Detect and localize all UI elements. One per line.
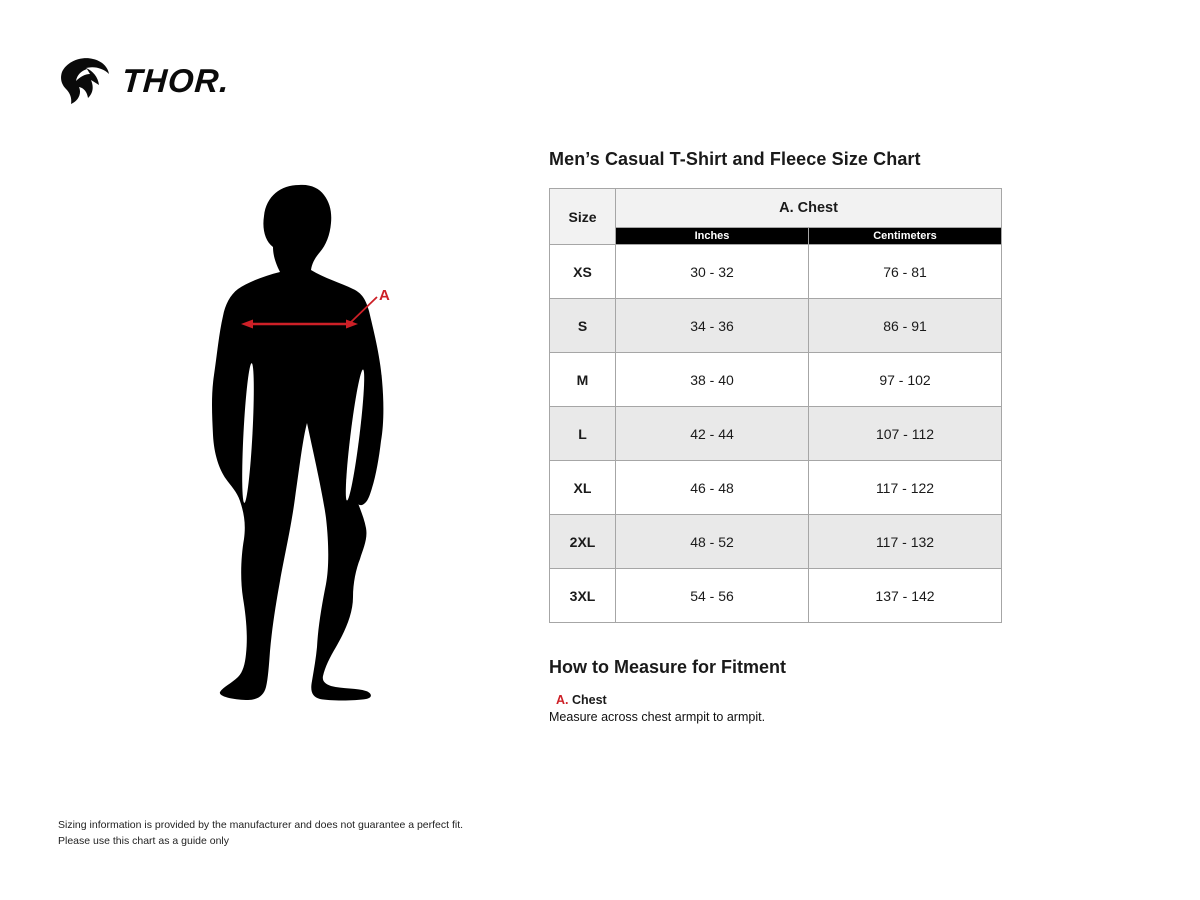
- centimeters-unit-header: Centimeters: [807, 227, 1003, 245]
- table-row: L 42 - 44 107 - 112: [549, 406, 1003, 461]
- chest-measure-arrow: [241, 296, 378, 329]
- table-row: S 34 - 36 86 - 91: [549, 298, 1003, 353]
- disclaimer-line-2: Please use this chart as a guide only: [58, 834, 230, 847]
- inches-cell: 34 - 36: [615, 298, 809, 353]
- centimeters-cell: 97 - 102: [807, 352, 1003, 407]
- thor-wordmark: THOR.: [120, 62, 232, 99]
- chest-group-header: A. Chest: [614, 188, 1003, 228]
- table-row: XS 30 - 32 76 - 81: [549, 244, 1003, 299]
- thor-logo: THOR.: [58, 57, 232, 105]
- centimeters-cell: 137 - 142: [807, 568, 1003, 623]
- chest-measure-label: A: [379, 287, 390, 304]
- measure-item-name: Chest: [571, 693, 607, 707]
- left-arm-gap: [242, 363, 254, 503]
- table-row: 3XL 54 - 56 137 - 142: [549, 568, 1003, 623]
- right-arm-gap: [345, 369, 365, 501]
- size-cell: S: [549, 298, 616, 353]
- size-cell: 2XL: [549, 514, 616, 569]
- inches-cell: 30 - 32: [615, 244, 809, 299]
- table-row: 2XL 48 - 52 117 - 132: [549, 514, 1003, 569]
- size-cell: L: [549, 406, 616, 461]
- centimeters-cell: 107 - 112: [807, 406, 1003, 461]
- size-chart-title: Men’s Casual T-Shirt and Fleece Size Cha…: [549, 149, 921, 169]
- measure-item-label: A. Chest: [556, 693, 607, 707]
- inches-cell: 38 - 40: [615, 352, 809, 407]
- measure-section-heading: How to Measure for Fitment: [549, 657, 787, 677]
- disclaimer-text: Sizing information is provided by the ma…: [58, 818, 463, 850]
- inches-unit-header: Inches: [615, 227, 809, 245]
- table-row: M 38 - 40 97 - 102: [549, 352, 1003, 407]
- body-silhouette-figure: A: [212, 184, 390, 701]
- size-chart-table-container: Size A. Chest Inches Centimeters XS 30 -…: [549, 188, 1003, 623]
- table-unit-row: Inches Centimeters: [550, 227, 1003, 245]
- centimeters-cell: 117 - 122: [807, 460, 1003, 515]
- measure-item-description: Measure across chest armpit to armpit.: [549, 710, 766, 724]
- thor-ram-icon: [61, 58, 109, 104]
- size-chart-table: Size A. Chest Inches Centimeters XS 30 -…: [549, 188, 1003, 623]
- size-cell: 3XL: [549, 568, 616, 623]
- disclaimer-line-1: Sizing information is provided by the ma…: [58, 819, 464, 831]
- table-header-row: Size A. Chest: [549, 188, 1003, 245]
- size-cell: M: [549, 352, 616, 407]
- table-row: XL 46 - 48 117 - 122: [549, 460, 1003, 515]
- size-cell: XS: [549, 244, 616, 299]
- centimeters-cell: 117 - 132: [807, 514, 1003, 569]
- size-column-header: Size: [549, 188, 616, 245]
- man-silhouette: [212, 184, 384, 701]
- centimeters-cell: 76 - 81: [807, 244, 1003, 299]
- measure-item-key: A.: [556, 693, 569, 707]
- inches-cell: 46 - 48: [615, 460, 809, 515]
- size-cell: XL: [549, 460, 616, 515]
- inches-cell: 48 - 52: [615, 514, 809, 569]
- inches-cell: 42 - 44: [615, 406, 809, 461]
- inches-cell: 54 - 56: [615, 568, 809, 623]
- centimeters-cell: 86 - 91: [807, 298, 1003, 353]
